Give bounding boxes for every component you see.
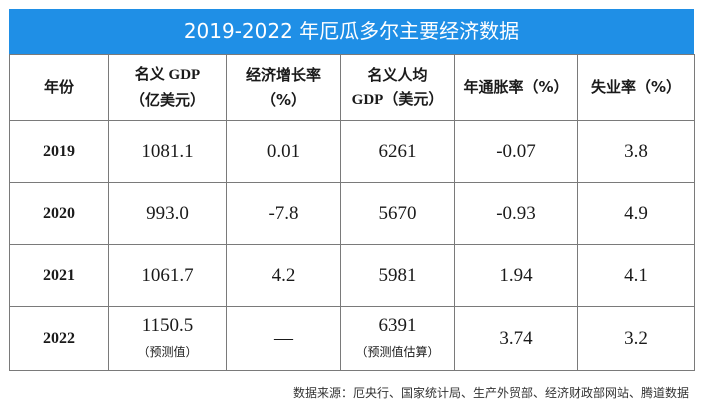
cell-growth: 4.2 (226, 244, 341, 307)
cell-inflation: -0.93 (454, 182, 578, 245)
table-row: 2021 1061.7 4.2 5981 1.94 4.1 (9, 244, 695, 307)
cell-per-capita-note: （预测值估算） (355, 344, 440, 359)
header-row: 年份 名义 GDP （亿美元） 经济增长率 （%） 名义人均 GDP（美元） 年… (9, 54, 695, 121)
header-gdp: 名义 GDP （亿美元） (108, 54, 227, 121)
header-year: 年份 (9, 54, 109, 121)
cell-per-capita-value: 6391 (378, 314, 417, 336)
cell-inflation: 1.94 (454, 244, 578, 307)
cell-gdp: 1061.7 (108, 244, 227, 307)
cell-unemployment: 4.9 (577, 182, 695, 245)
cell-per-capita: 5670 (340, 182, 455, 245)
table-row: 2019 1081.1 0.01 6261 -0.07 3.8 (9, 120, 695, 183)
table-title: 2019-2022 年厄瓜多尔主要经济数据 (9, 9, 694, 54)
header-inflation: 年通胀率（%） (454, 54, 578, 121)
cell-per-capita: 6261 (340, 120, 455, 183)
cell-gdp-note: （预测值） (137, 344, 198, 359)
cell-year: 2021 (9, 244, 109, 307)
cell-gdp-value: 1150.5 (141, 314, 194, 336)
cell-gdp: 993.0 (108, 182, 227, 245)
cell-per-capita: 5981 (340, 244, 455, 307)
table-row: 2022 1150.5 （预测值） — 6391 （预测值估算） 3.74 3.… (9, 306, 695, 371)
cell-inflation: 3.74 (454, 306, 578, 371)
data-source-note: 数据来源：厄央行、国家统计局、生产外贸部、经济财政部网站、腾道数据 (292, 386, 689, 400)
header-gdp-line1: 名义 GDP (134, 66, 201, 83)
cell-inflation: -0.07 (454, 120, 578, 183)
header-growth-line1: 经济增长率 (245, 65, 321, 84)
economic-data-table-container: 2019-2022 年厄瓜多尔主要经济数据 年份 名义 GDP （亿美元） 经济… (9, 9, 695, 371)
header-gdp-line2: （亿美元） (129, 90, 205, 109)
table-row: 2020 993.0 -7.8 5670 -0.93 4.9 (9, 182, 695, 245)
cell-year: 2022 (9, 306, 109, 371)
cell-year: 2019 (9, 120, 109, 183)
cell-unemployment: 4.1 (577, 244, 695, 307)
cell-year: 2020 (9, 182, 109, 245)
header-per-capita-line2: GDP（美元） (351, 91, 444, 108)
header-growth: 经济增长率 （%） (226, 54, 341, 121)
header-unemployment: 失业率（%） (577, 54, 695, 121)
economic-data-table: 年份 名义 GDP （亿美元） 经济增长率 （%） 名义人均 GDP（美元） 年… (9, 54, 695, 371)
cell-gdp: 1150.5 （预测值） (108, 306, 227, 371)
cell-growth: — (226, 306, 341, 371)
header-per-capita-line1: 名义人均 (367, 65, 428, 84)
cell-per-capita: 6391 （预测值估算） (340, 306, 455, 371)
header-growth-line2: （%） (260, 90, 307, 109)
cell-unemployment: 3.2 (577, 306, 695, 371)
cell-growth: 0.01 (226, 120, 341, 183)
cell-unemployment: 3.8 (577, 120, 695, 183)
header-per-capita: 名义人均 GDP（美元） (340, 54, 455, 121)
cell-growth: -7.8 (226, 182, 341, 245)
cell-gdp: 1081.1 (108, 120, 227, 183)
